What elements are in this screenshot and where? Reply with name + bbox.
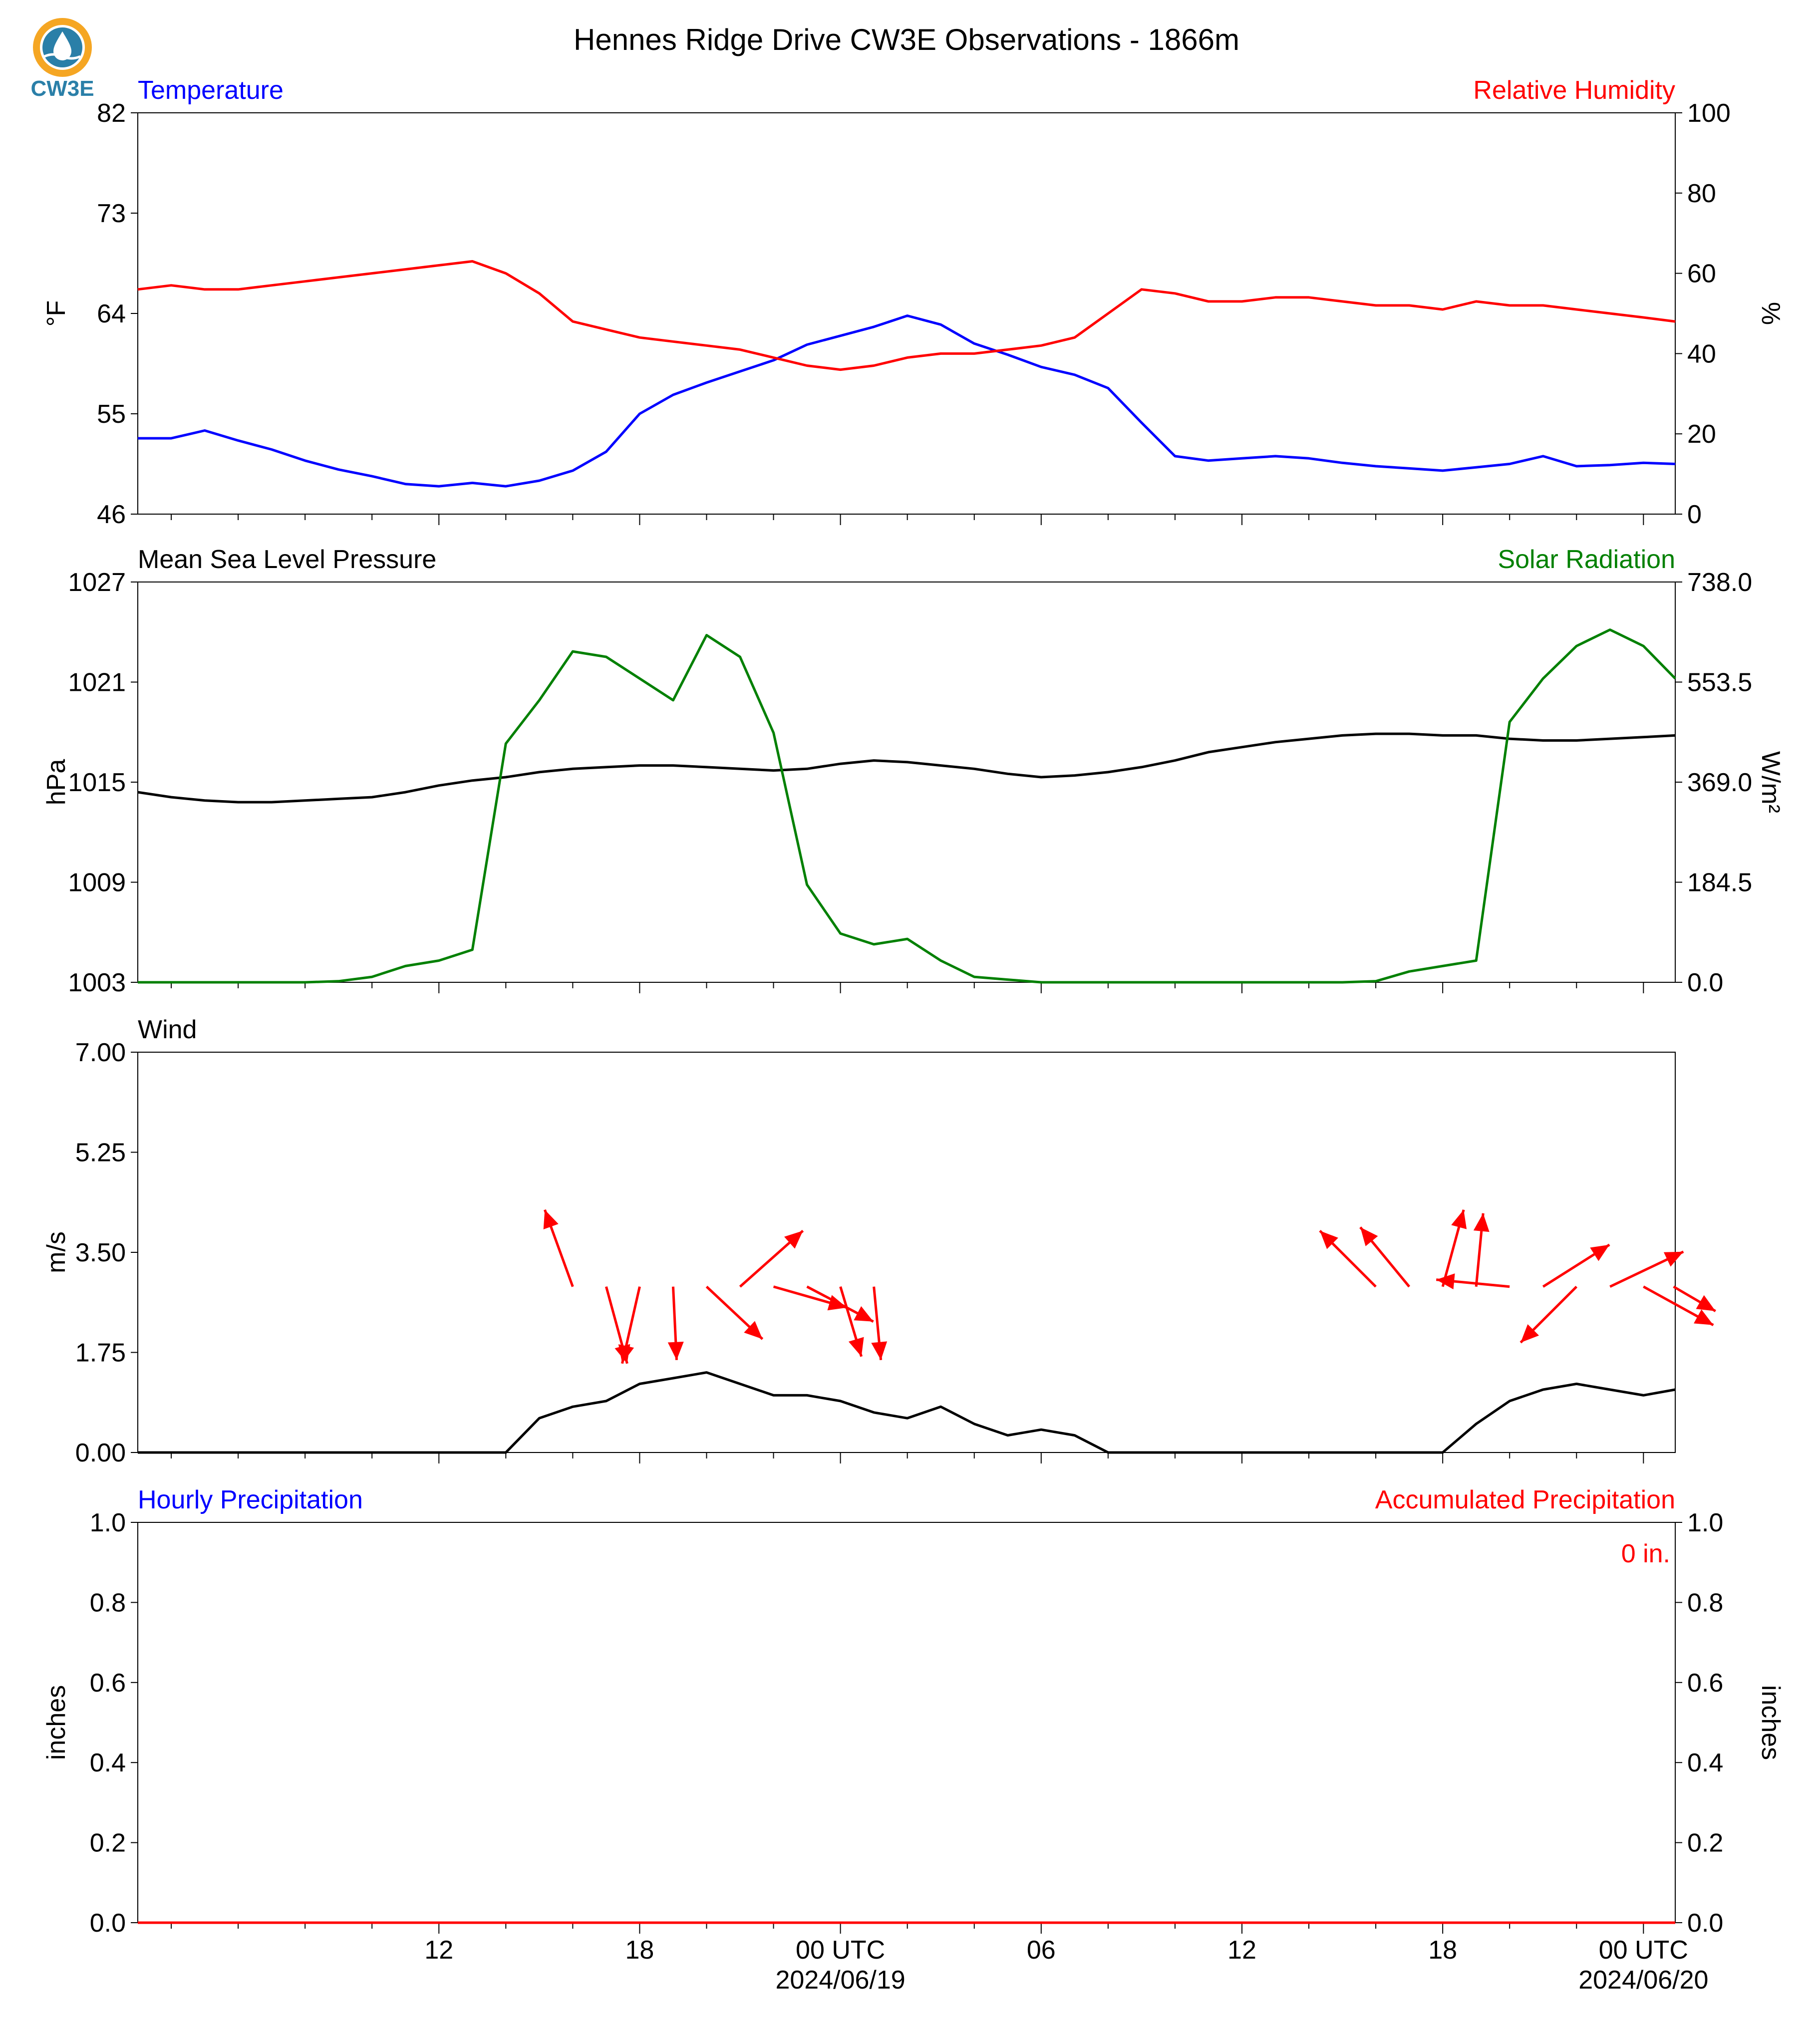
- wind-arrow-head: [1473, 1213, 1490, 1232]
- y-tick-label-left: 1009: [68, 869, 126, 897]
- panel-4-left-label: Hourly Precipitation: [138, 1485, 363, 1514]
- wind-arrow-head: [1694, 1309, 1714, 1325]
- x-tick-label: 18: [1428, 1936, 1457, 1965]
- y-tick-label-left: 64: [97, 299, 126, 328]
- panel-3-left-label: Wind: [138, 1015, 197, 1044]
- y-tick-label-left: 82: [97, 99, 126, 128]
- y-tick-label-right: 0.2: [1687, 1829, 1723, 1858]
- y-tick-label-left: 1021: [68, 668, 126, 697]
- y-tick-label-left: 0.2: [90, 1829, 126, 1858]
- y-tick-label-right: 20: [1687, 420, 1716, 449]
- y-tick-label-right: 0.4: [1687, 1748, 1723, 1777]
- wind-arrow-head: [667, 1342, 684, 1360]
- y-tick-label-right: 40: [1687, 339, 1716, 368]
- x-tick-label: 12: [424, 1936, 453, 1965]
- chart-title: Hennes Ridge Drive CW3E Observations - 1…: [574, 23, 1239, 56]
- panel-2-frame: [137, 581, 1676, 983]
- y-tick-label-left: 1003: [68, 968, 126, 997]
- wind-arrow-head: [1696, 1295, 1716, 1311]
- y-axis-label-right: W/m²: [1756, 751, 1785, 813]
- wind-arrow-head: [1590, 1244, 1610, 1261]
- panel-4-right-label: Accumulated Precipitation: [1375, 1485, 1675, 1514]
- wind-arrow-head: [1520, 1324, 1539, 1343]
- y-tick-label-right: 0.6: [1687, 1669, 1723, 1698]
- series-line-relative-humidity: [137, 260, 1676, 371]
- wind-arrow-head: [1663, 1251, 1684, 1267]
- wind-arrow-head: [543, 1209, 559, 1230]
- y-tick-label-left: 1015: [68, 768, 126, 797]
- y-tick-label-right: 0: [1687, 500, 1702, 529]
- y-tick-label-right: 0.8: [1687, 1588, 1723, 1617]
- wind-arrow-head: [1360, 1227, 1378, 1246]
- y-tick-label-right: 60: [1687, 260, 1716, 289]
- y-tick-label-left: 46: [97, 500, 126, 529]
- y-tick-label-left: 0.0: [90, 1909, 126, 1938]
- wind-arrow-head: [848, 1337, 864, 1357]
- series-line-wind-speed: [138, 1371, 1676, 1454]
- y-tick-label-left: 0.00: [75, 1439, 126, 1467]
- y-tick-label-right: 738.0: [1687, 568, 1752, 597]
- accumulated-total-label: 0 in.: [1621, 1539, 1670, 1568]
- series-line-solar-radiation: [138, 628, 1676, 984]
- y-tick-label-left: 3.50: [75, 1238, 126, 1267]
- y-axis-label-left: inches: [42, 1685, 71, 1760]
- y-axis-label-left: hPa: [42, 759, 71, 806]
- series-line-mean-sea-level-pressure: [137, 732, 1676, 804]
- wind-arrow-head: [854, 1306, 874, 1322]
- panel-1-right-label: Relative Humidity: [1473, 76, 1675, 105]
- y-tick-label-right: 80: [1687, 179, 1716, 208]
- y-tick-label-left: 0.8: [90, 1588, 126, 1617]
- series-line-temperature: [138, 314, 1676, 488]
- y-tick-label-left: 1027: [68, 568, 126, 597]
- y-tick-label-right: 184.5: [1687, 869, 1752, 897]
- panel-3-frame: [137, 1052, 1676, 1453]
- y-tick-label-right: 0.0: [1687, 968, 1723, 997]
- wind-arrow-head: [1436, 1273, 1455, 1290]
- x-tick-label: 00 UTC: [1599, 1936, 1688, 1965]
- y-tick-label-left: 5.25: [75, 1139, 126, 1167]
- y-tick-label-right: 0.0: [1687, 1909, 1723, 1938]
- cw3e-logo: CW3E: [27, 17, 97, 105]
- y-tick-label-left: 1.0: [90, 1508, 126, 1537]
- y-axis-label-left: m/s: [42, 1231, 71, 1273]
- wind-arrow-head: [784, 1230, 803, 1249]
- x-tick-label: 12: [1227, 1936, 1256, 1965]
- y-tick-label-right: 1.0: [1687, 1508, 1723, 1537]
- y-tick-label-left: 7.00: [75, 1038, 126, 1067]
- wind-arrow-head: [1320, 1230, 1338, 1249]
- panel-1-frame: [137, 112, 1676, 515]
- panel-4-frame: [137, 1522, 1676, 1923]
- y-tick-label-left: 55: [97, 400, 126, 429]
- cw3e-logo-icon: [33, 18, 92, 77]
- y-tick-label-left: 1.75: [75, 1339, 126, 1368]
- panel-1-left-label: Temperature: [138, 76, 284, 105]
- panel-2-left-label: Mean Sea Level Pressure: [138, 545, 436, 574]
- wind-arrow-head: [1451, 1209, 1467, 1229]
- x-tick-label: 06: [1027, 1936, 1056, 1965]
- x-tick-date-label: 2024/06/19: [775, 1966, 905, 1995]
- y-tick-label-right: 369.0: [1687, 768, 1752, 797]
- y-tick-label-right: 553.5: [1687, 668, 1752, 697]
- y-tick-label-left: 73: [97, 199, 126, 228]
- wind-arrow-head: [618, 1344, 634, 1364]
- y-axis-label-left: °F: [42, 300, 71, 327]
- y-tick-label-left: 0.6: [90, 1669, 126, 1698]
- x-tick-label: 18: [625, 1936, 654, 1965]
- y-axis-label-right: %: [1756, 302, 1785, 325]
- wind-arrow-head: [871, 1341, 888, 1360]
- cw3e-logo-text: CW3E: [30, 76, 94, 101]
- x-tick-label: 00 UTC: [796, 1936, 885, 1965]
- y-axis-label-right: inches: [1756, 1685, 1785, 1760]
- x-tick-date-label: 2024/06/20: [1578, 1966, 1708, 1995]
- panel-2-right-label: Solar Radiation: [1498, 545, 1675, 574]
- wind-arrow-head: [744, 1321, 763, 1339]
- y-tick-label-left: 0.4: [90, 1748, 126, 1777]
- y-tick-label-right: 100: [1687, 99, 1731, 128]
